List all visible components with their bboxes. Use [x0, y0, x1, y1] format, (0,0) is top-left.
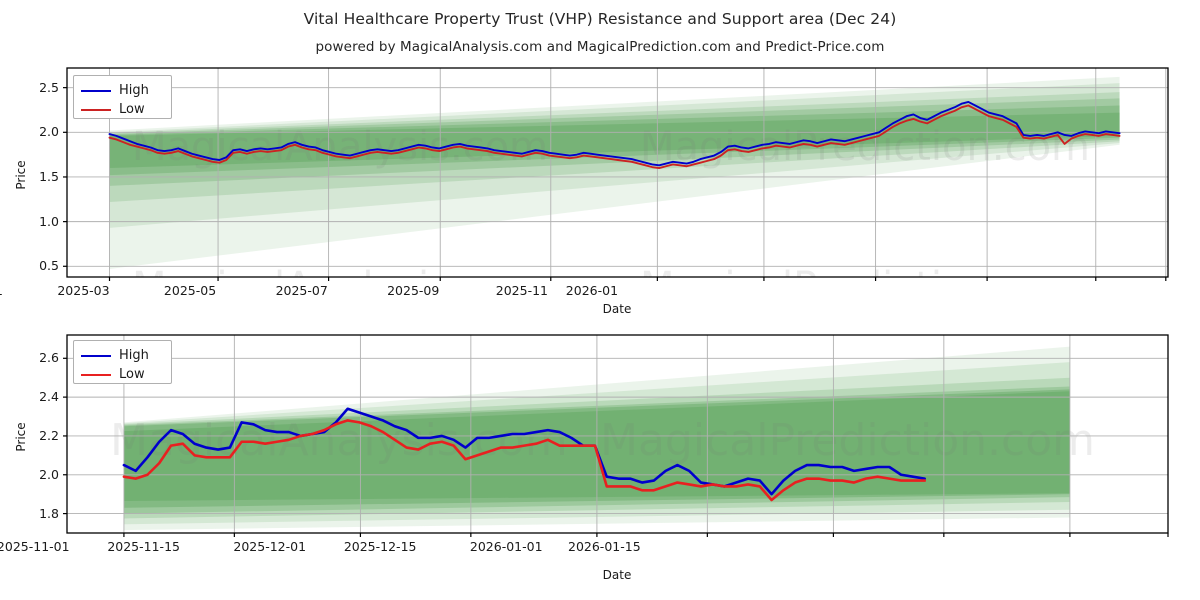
- svg-text:MagicalAnalysis.com: MagicalAnalysis.com: [132, 124, 548, 170]
- bottom-chart-xtick-label: 2025-11-15: [107, 539, 180, 554]
- legend-item-low[interactable]: Low: [81, 100, 163, 119]
- bottom-chart-xtick-label: 2025-11-01: [0, 539, 70, 554]
- bottom-chart-axes: MagicalAnalysis.com MagicalPrediction.com: [0, 320, 1200, 600]
- legend-item-low[interactable]: Low: [81, 365, 163, 384]
- top-chart-xtick-label: 2025-07: [275, 283, 328, 298]
- top-chart-axes: MagicalAnalysis.com MagicalPrediction.com…: [63, 67, 1169, 310]
- legend-item-high[interactable]: High: [81, 81, 163, 100]
- legend-label-high: High: [119, 83, 149, 98]
- bottom-chart-ytick-label: 2.6: [39, 350, 59, 366]
- legend-item-high[interactable]: High: [81, 346, 163, 365]
- top-chart-ytick-label: 1.5: [39, 168, 59, 184]
- legend-label-high: High: [119, 348, 149, 363]
- bottom-chart-legend[interactable]: High Low: [73, 340, 172, 384]
- svg-text:MagicalPrediction.com: MagicalPrediction.com: [640, 264, 1090, 310]
- top-chart-xtick-label: 2025-09: [387, 283, 440, 298]
- top-chart-xlabel: Date: [602, 302, 632, 316]
- top-chart-ytick-label: 2.0: [39, 124, 59, 140]
- page-subtitle: powered by MagicalAnalysis.com and Magic…: [315, 39, 885, 55]
- top-chart-ytick-label: 0.5: [39, 258, 59, 274]
- title-block: Vital Healthcare Property Trust (VHP) Re…: [0, 0, 1200, 55]
- legend-swatch-high: [81, 354, 111, 357]
- top-chart-svg: MagicalAnalysis.com MagicalPrediction.com…: [63, 67, 1169, 310]
- svg-text:MagicalPrediction.com: MagicalPrediction.com: [600, 415, 1095, 466]
- top-chart-ytick-label: 2.5: [39, 79, 59, 95]
- legend-swatch-low: [81, 373, 111, 376]
- bottom-chart-xtick-label: 2026-01-01: [469, 539, 543, 554]
- bottom-chart-svg: MagicalAnalysis.com MagicalPrediction.com: [63, 334, 1169, 537]
- page-title: Vital Healthcare Property Trust (VHP) Re…: [303, 10, 897, 28]
- legend-swatch-high: [81, 89, 111, 92]
- bottom-chart-xtick-label: 2025-12-15: [343, 539, 417, 554]
- bottom-chart-ytick-label: 2.0: [39, 466, 59, 482]
- svg-text:MagicalPrediction.com: MagicalPrediction.com: [640, 124, 1090, 170]
- top-chart-xtick-label: 2026-01: [565, 283, 619, 298]
- top-chart-legend[interactable]: High Low: [73, 75, 172, 119]
- bottom-chart-xlabel: Date: [602, 568, 632, 582]
- top-chart-xtick-label: 2025-01: [0, 283, 3, 298]
- bottom-chart-ytick-label: 1.8: [39, 505, 59, 521]
- bottom-chart-ytick-label: 2.4: [39, 389, 59, 405]
- bottom-chart-xtick-label: 2026-01-15: [568, 539, 641, 554]
- legend-swatch-low: [81, 108, 111, 111]
- legend-label-low: Low: [119, 102, 145, 117]
- top-chart-xtick-label: 2025-03: [57, 283, 110, 298]
- bottom-chart-xtick-label: 2025-12-01: [233, 539, 307, 554]
- legend-label-low: Low: [119, 367, 145, 382]
- top-chart-xtick-label: 2025-05: [163, 283, 217, 298]
- top-chart-ytick-label: 1.0: [39, 213, 59, 229]
- top-chart-xtick-label: 2025-11: [495, 283, 548, 298]
- svg-text:MagicalAnalysis.com: MagicalAnalysis.com: [132, 264, 548, 310]
- bottom-chart-ytick-label: 2.2: [39, 427, 59, 443]
